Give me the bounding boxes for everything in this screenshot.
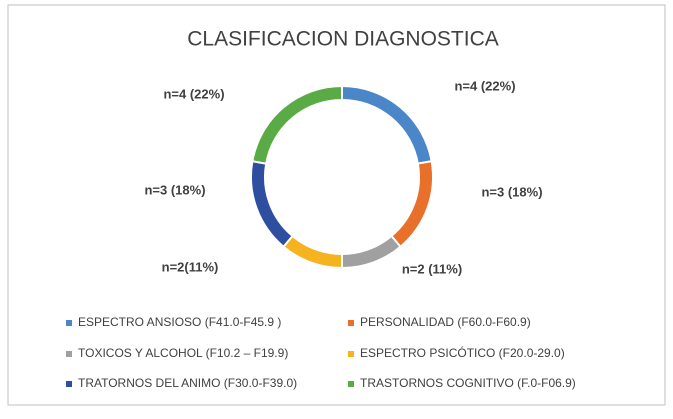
- data-label: n=2(11%): [162, 259, 219, 274]
- legend-swatch: [66, 351, 72, 357]
- legend-swatch: [66, 381, 72, 387]
- chart-title: CLASIFICACION DIAGNOSTICA: [187, 28, 499, 51]
- legend-entry: TRASTORNOS COGNITIVO (F.0-F06.9): [360, 376, 576, 390]
- legend-swatch: [348, 351, 354, 357]
- chart-frame: [7, 4, 666, 406]
- legend-swatch: [348, 381, 354, 387]
- legend-entry: ESPECTRO PSICÓTICO (F20.0-29.0): [360, 345, 565, 360]
- data-label: n=2 (11%): [402, 261, 462, 276]
- data-label: n=3 (18%): [481, 184, 542, 199]
- legend-entry: TOXICOS Y ALCOHOL (F10.2 – F19.9): [78, 346, 288, 360]
- legend-entry: PERSONALIDAD (F60.0-F60.9): [360, 315, 531, 329]
- legend-entry: TRATORNOS DEL ANIMO (F30.0-F39.0): [78, 376, 297, 390]
- data-label: n=4 (22%): [454, 78, 515, 93]
- data-label: n=3 (18%): [144, 182, 205, 197]
- legend-swatch: [348, 320, 354, 326]
- legend-swatch: [66, 320, 72, 326]
- legend-entry: ESPECTRO ANSIOSO (F41.0-F45.9 ): [78, 315, 281, 329]
- donut-slice: [251, 84, 343, 165]
- data-label: n=4 (22%): [163, 86, 224, 101]
